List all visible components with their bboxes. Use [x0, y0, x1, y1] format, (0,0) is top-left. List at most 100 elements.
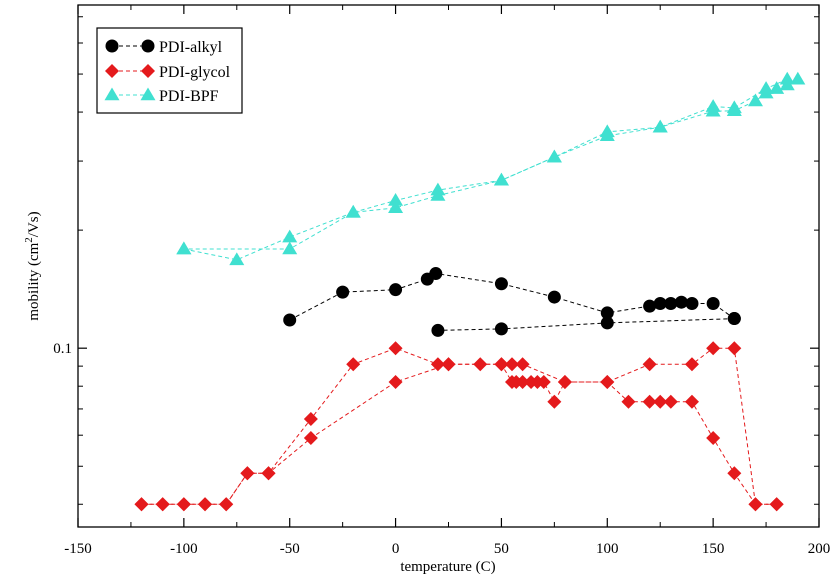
data-point	[198, 497, 213, 512]
data-point	[431, 323, 445, 337]
series-pdi-alkyl	[283, 267, 741, 337]
data-point	[524, 374, 539, 389]
data-point	[261, 466, 276, 481]
data-point	[494, 322, 508, 336]
y-tick-label: 0.1	[53, 341, 72, 357]
x-tick-label: -100	[170, 541, 198, 557]
data-point	[283, 313, 297, 327]
data-point	[282, 241, 298, 255]
data-point	[441, 357, 456, 372]
data-point	[643, 299, 657, 313]
data-point	[336, 285, 350, 299]
legend-marker	[141, 64, 155, 78]
data-point	[653, 297, 667, 311]
legend-marker	[104, 87, 120, 101]
series-line	[289, 272, 735, 321]
data-point	[684, 394, 699, 409]
data-point	[303, 411, 318, 426]
data-point	[674, 295, 688, 309]
x-tick-label: 200	[808, 541, 831, 557]
data-point	[346, 357, 361, 372]
data-point	[176, 497, 191, 512]
data-point	[389, 283, 403, 297]
axis-ticks: -150 -100 -50 0 50 100 150 200 0.1	[53, 5, 830, 557]
legend-marker	[141, 39, 155, 53]
x-tick-label: 0	[392, 541, 400, 557]
legend-label-glycol: PDI-glycol	[159, 64, 231, 81]
y-axis-title-tail: /Vs)	[26, 211, 42, 237]
data-point	[600, 374, 615, 389]
data-point	[653, 394, 668, 409]
data-point	[779, 71, 795, 85]
data-point	[600, 316, 614, 330]
data-point	[769, 497, 784, 512]
x-tick-label: 150	[702, 541, 725, 557]
data-point	[684, 357, 699, 372]
data-point	[600, 306, 614, 320]
data-point	[727, 466, 742, 481]
data-point	[494, 357, 509, 372]
data-point	[515, 357, 530, 372]
data-point	[282, 229, 298, 243]
data-point	[642, 357, 657, 372]
data-point	[790, 71, 806, 85]
data-point	[747, 93, 763, 107]
data-point	[599, 124, 615, 138]
data-point	[388, 374, 403, 389]
data-point	[388, 192, 404, 206]
legend-marker	[105, 39, 119, 53]
data-point	[664, 297, 678, 311]
data-point	[429, 267, 443, 281]
data-point	[547, 290, 561, 304]
legend-label-alkyl: PDI-alkyl	[159, 39, 223, 56]
x-tick-label: -150	[64, 541, 92, 557]
data-point	[547, 394, 562, 409]
x-tick-label: -50	[280, 541, 300, 557]
data-point	[705, 99, 721, 112]
data-point	[493, 172, 509, 186]
data-point	[621, 394, 636, 409]
data-point	[430, 357, 445, 372]
data-point	[727, 341, 742, 356]
data-point	[494, 277, 508, 291]
series-line	[183, 78, 799, 261]
y-axis-title: mobility (cm2/Vs)	[23, 211, 42, 320]
series-line	[183, 78, 788, 250]
data-point	[706, 341, 721, 356]
data-point	[388, 200, 404, 214]
data-point	[758, 81, 774, 94]
data-point	[505, 357, 520, 372]
series-line	[437, 318, 735, 331]
data-point	[727, 312, 741, 326]
y-axis-title-superscript: 2	[23, 237, 35, 243]
series-line	[141, 363, 777, 505]
series-layer	[134, 71, 806, 512]
data-point	[706, 297, 720, 311]
series-line	[141, 347, 777, 505]
data-point	[642, 394, 657, 409]
data-point	[706, 431, 721, 446]
data-point	[726, 100, 742, 114]
legend-marker	[140, 87, 156, 101]
data-point	[430, 182, 446, 196]
data-point	[219, 497, 234, 512]
data-point	[546, 149, 562, 163]
data-point	[345, 204, 361, 218]
data-point	[229, 252, 245, 266]
data-point	[240, 466, 255, 481]
series-pdi-glycol	[134, 341, 784, 512]
data-point	[769, 81, 785, 94]
data-point	[176, 241, 192, 255]
data-point	[134, 497, 149, 512]
data-point	[685, 297, 699, 311]
data-point	[388, 341, 403, 356]
legend-marker	[105, 64, 119, 78]
legend-label-bpf: PDI-BPF	[159, 88, 219, 105]
data-point	[303, 431, 318, 446]
data-point	[473, 357, 488, 372]
data-point	[748, 497, 763, 512]
data-point	[155, 497, 170, 512]
data-point	[557, 374, 572, 389]
data-point	[652, 119, 668, 133]
